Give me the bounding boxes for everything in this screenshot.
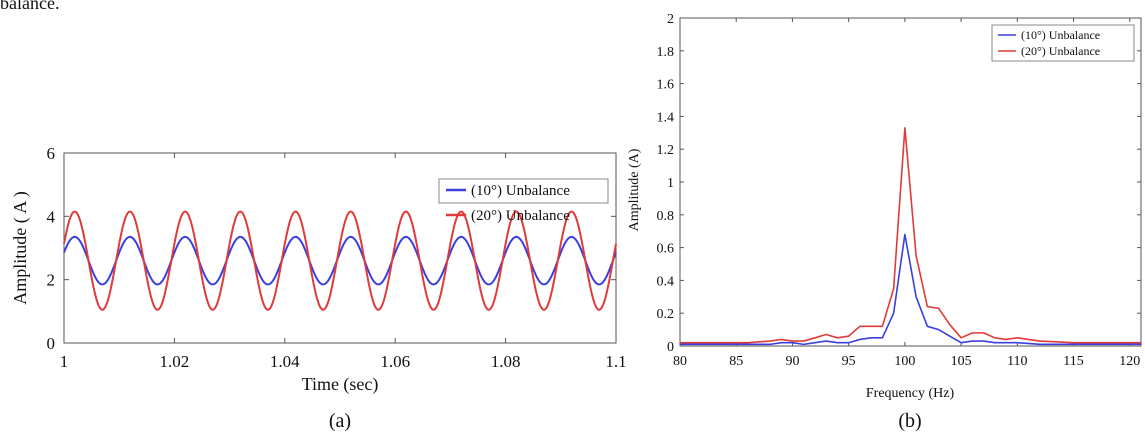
chart-a-legend: (10°) Unbalance (20°) Unbalance xyxy=(438,178,609,224)
chart-b-legend: (10°) Unbalance (20°) Unbalance xyxy=(991,24,1135,62)
chart-b-ytick-label: 0.2 xyxy=(657,307,675,322)
chart-b-legend-label-20: (20°) Unbalance xyxy=(1021,44,1100,58)
chart-a-xlabel: Time (sec) xyxy=(302,374,379,395)
chart-b: 80 85 90 95 100 105 110 115 120 0 0.2 0.4 0.6 0.8 1 1.2… xyxy=(627,12,1142,432)
chart-a-ylabel: Amplitude ( A ) xyxy=(10,191,31,305)
chart-a-xtick-label: 1.1 xyxy=(605,352,626,371)
chart-b-ytick-label: 1.2 xyxy=(657,143,675,158)
chart-a-caption: (a) xyxy=(329,410,351,432)
chart-a-ytick-label: 0 xyxy=(47,334,56,353)
chart-a-xtick-label: 1.08 xyxy=(491,352,521,371)
chart-a-series-10deg-line xyxy=(63,235,617,286)
chart-b-ytick-label: 1.8 xyxy=(657,45,675,60)
chart-a-legend-box xyxy=(438,178,609,204)
chart-b-series-10deg-line xyxy=(680,233,1141,346)
chart-a-series-20deg-line xyxy=(63,210,617,311)
chart-b-ytick-label: 1.4 xyxy=(657,110,675,125)
chart-b-plot-frame xyxy=(679,17,1142,347)
chart-a-legend-label-20: (20°) Unbalance xyxy=(471,208,570,224)
chart-b-xtick-label: 105 xyxy=(951,354,972,369)
chart-a-ytick-label: 4 xyxy=(47,207,56,226)
chart-b-ytick-label: 1 xyxy=(667,176,674,191)
chart-b-xtick-label: 110 xyxy=(1007,354,1027,369)
chart-a-xtick-label: 1.04 xyxy=(270,352,300,371)
chart-b-ytick-label: 0.6 xyxy=(657,242,675,257)
chart-b-ytick-label: 0 xyxy=(667,340,674,355)
chart-b-ytick-label: 1.6 xyxy=(657,78,675,93)
chart-b-xtick-label: 80 xyxy=(673,354,687,369)
chart-b-legend-label-10: (10°) Unbalance xyxy=(1021,28,1100,42)
chart-b-xlabel: Frequency (Hz) xyxy=(866,386,955,401)
chart-b-xtick-label: 90 xyxy=(785,354,799,369)
chart-a-legend-label-10: (10°) Unbalance xyxy=(471,183,570,199)
text-fragment: balance. xyxy=(0,0,60,13)
chart-b-series-20deg-line xyxy=(680,127,1141,344)
chart-a-xtick-label: 1.02 xyxy=(160,352,190,371)
chart-b-ylabel: Amplitude (A) xyxy=(627,148,642,231)
chart-b-xtick-label: 120 xyxy=(1119,354,1140,369)
chart-a-ytick-label: 2 xyxy=(47,271,56,290)
chart-b-legend-box xyxy=(991,24,1135,62)
chart-b-xtick-label: 100 xyxy=(894,354,915,369)
chart-b-xtick-label: 85 xyxy=(729,354,743,369)
chart-b-ytick-label: 0.4 xyxy=(657,274,675,289)
chart-b-ytick-label: 0.8 xyxy=(657,209,675,224)
chart-b-ytick-label: 2 xyxy=(667,12,674,27)
chart-b-xtick-label: 95 xyxy=(842,354,856,369)
chart-a-xtick-label: 1.06 xyxy=(380,352,410,371)
chart-a: 1 1.02 1.04 1.06 1.08 1.1 0 2 4 6 Time (sec) Ampl… xyxy=(10,144,627,432)
chart-b-xtick-label: 115 xyxy=(1063,354,1083,369)
chart-b-caption: (b) xyxy=(898,410,921,432)
chart-a-xtick-label: 1 xyxy=(60,352,69,371)
chart-a-ytick-label: 6 xyxy=(47,144,56,163)
